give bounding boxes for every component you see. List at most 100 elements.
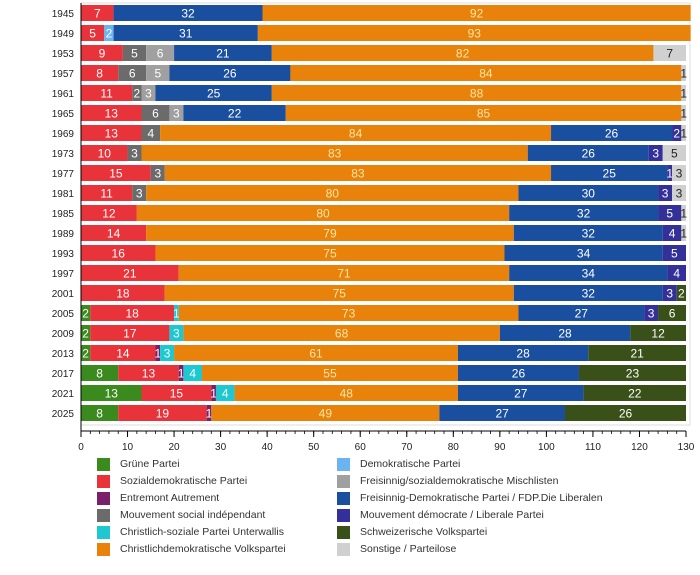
data-label: 26 (223, 67, 237, 81)
bar-segment (141, 145, 528, 161)
data-label: 14 (107, 227, 121, 241)
data-label: 26 (605, 127, 619, 141)
data-label: 3 (648, 307, 655, 321)
data-label: 2 (82, 327, 89, 341)
data-label: 3 (131, 147, 138, 161)
data-label: 32 (582, 227, 596, 241)
bar-segment (118, 365, 179, 381)
bar-segment (178, 305, 519, 321)
bar-row-1945: 1945 7 32 92 (52, 5, 691, 24)
x-tick-label: 70 (401, 442, 413, 453)
data-label: 32 (582, 287, 596, 301)
data-label: 83 (328, 147, 342, 161)
bar-segment (211, 405, 440, 421)
bar-segment (160, 125, 552, 141)
bar-segment (672, 125, 682, 141)
legend-label: Sozialdemokratische Partei (120, 475, 248, 487)
bar-segment (271, 45, 654, 61)
legend-item: Freisinnig/sozialdemokratische Mischlist… (337, 473, 558, 489)
y-tick-label: 1993 (52, 249, 75, 260)
bar-segment (662, 145, 686, 161)
bar-segment (146, 65, 170, 81)
data-label: 3 (136, 187, 143, 201)
data-label: 85 (477, 107, 491, 121)
bar-segment (234, 385, 458, 401)
legend-swatch (337, 474, 350, 488)
legend-label: Mouvement démocrate / Liberale Partei (360, 509, 544, 521)
x-tick-label: 50 (308, 442, 320, 453)
bar-segment (676, 285, 686, 301)
bar-segment (127, 145, 142, 161)
data-label: 8 (96, 67, 103, 81)
data-label: 5 (671, 147, 678, 161)
bar-row-1969: 1969 13 4 84 26 2 1 (52, 125, 687, 144)
y-tick-label: 1949 (52, 29, 75, 40)
bar-segment (146, 225, 514, 241)
data-label: 18 (116, 287, 130, 301)
y-tick-label: 1961 (52, 89, 75, 100)
bar-segment (81, 25, 105, 41)
bar-segment (81, 5, 114, 21)
bar-segment (81, 125, 142, 141)
legend-swatch (97, 474, 110, 488)
bar-row-1965: 1965 13 6 3 22 85 1 (52, 105, 687, 124)
bar-segment (583, 385, 686, 401)
data-label: 73 (342, 307, 356, 321)
legend-swatch (97, 491, 110, 505)
x-tick-label: 110 (585, 442, 601, 453)
y-tick-label: 1945 (52, 9, 75, 20)
legend-swatch (337, 525, 350, 539)
data-label: 27 (575, 307, 589, 321)
data-label: 13 (105, 387, 119, 401)
bar-segment (681, 225, 686, 241)
bar-segment (183, 105, 286, 121)
bar-segment (118, 65, 147, 81)
data-label: 22 (628, 387, 642, 401)
data-label: 6 (157, 47, 164, 61)
x-tick-label: 90 (494, 442, 506, 453)
legend-swatch (337, 542, 350, 556)
bar-segment (141, 105, 170, 121)
bar-segment (160, 345, 175, 361)
data-label: 92 (470, 7, 484, 21)
bar-segment (457, 385, 584, 401)
data-label: 1 (680, 227, 687, 241)
x-tick-label: 100 (538, 442, 555, 453)
data-label: 9 (99, 47, 106, 61)
data-label: 3 (666, 287, 673, 301)
bar-segment (169, 105, 184, 121)
data-label: 1 (680, 87, 687, 101)
bar-segment (499, 325, 631, 341)
bar-segment (457, 365, 579, 381)
bar-segment (662, 245, 686, 261)
data-label: 3 (154, 167, 161, 181)
bar-segment (81, 185, 133, 201)
bar-segment (662, 225, 682, 241)
bar-segment (81, 325, 91, 341)
legend-swatch (97, 457, 110, 471)
x-tick-label: 20 (169, 442, 181, 453)
data-label: 7 (666, 47, 673, 61)
bar-segment (183, 365, 202, 381)
y-tick-label: 2001 (52, 289, 75, 300)
data-label: 75 (333, 287, 347, 301)
data-label: 84 (349, 127, 363, 141)
bar-segment (81, 405, 119, 421)
data-label: 15 (170, 387, 184, 401)
data-label: 27 (514, 387, 528, 401)
bar-segment (513, 225, 663, 241)
x-tick-label: 40 (262, 442, 274, 453)
data-label: 5 (89, 27, 96, 41)
bar-row-1977: 1977 15 3 83 25 1 3 (52, 165, 686, 184)
bar-segment (202, 365, 458, 381)
legend-swatch (337, 457, 350, 471)
y-tick-label: 1953 (52, 49, 75, 60)
data-label: 13 (105, 127, 119, 141)
bar-segment (81, 145, 128, 161)
legend-label: Mouvement social indépendant (120, 509, 266, 521)
bar-row-1997: 1997 21 71 34 4 (52, 265, 686, 284)
data-label: 19 (156, 407, 170, 421)
data-label: 71 (337, 267, 351, 281)
bar-segment (518, 185, 659, 201)
